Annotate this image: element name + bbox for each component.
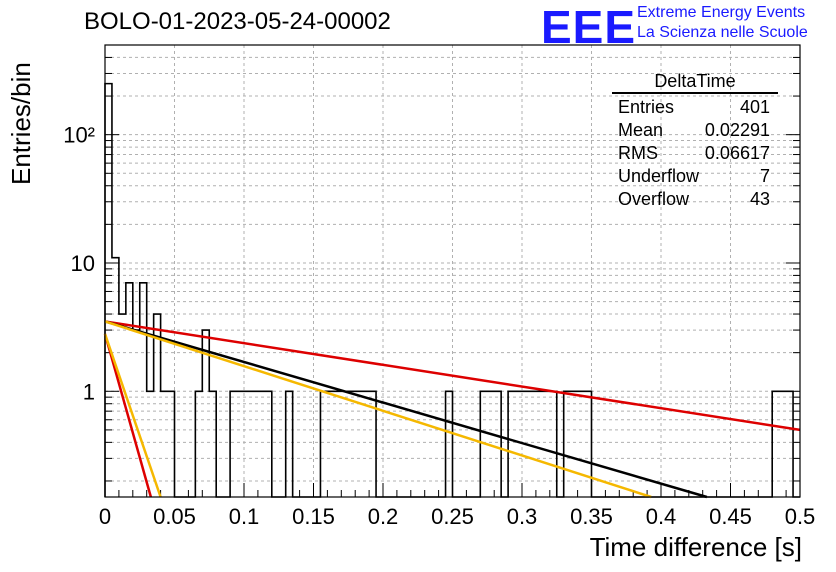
x-tick-label: 0.2 xyxy=(368,504,399,529)
stats-value: 401 xyxy=(739,97,770,117)
x-tick-label: 0 xyxy=(99,504,111,529)
fit-curve-5 xyxy=(103,333,162,498)
stats-row: Entries 401 xyxy=(612,96,778,119)
y-tick-label: 10 xyxy=(71,251,95,276)
x-tick-label: 0.4 xyxy=(646,504,677,529)
y-tick-label: 1 xyxy=(83,379,95,404)
logo-line-1: Extreme Energy Events xyxy=(637,4,806,21)
fit-curve-3 xyxy=(104,320,652,499)
stats-row: Overflow 43 xyxy=(612,188,778,211)
eee-logo: EEE xyxy=(541,1,637,53)
x-tick-label: 0.5 xyxy=(785,504,816,529)
stats-label: RMS xyxy=(618,143,658,163)
stats-row: Underflow 7 xyxy=(612,165,778,188)
y-axis-label: Entries/bin xyxy=(6,62,36,185)
stats-value: 7 xyxy=(759,166,770,186)
stats-title: DeltaTime xyxy=(612,70,778,94)
logo-line-2: La Scienza nelle Scuole xyxy=(637,24,808,41)
stats-label: Entries xyxy=(618,97,675,117)
x-tick-label: 0.05 xyxy=(153,504,196,529)
stats-row: RMS 0.06617 xyxy=(612,142,778,165)
stats-label: Overflow xyxy=(618,189,690,209)
stats-label: Mean xyxy=(618,120,664,140)
x-tick-label: 0.35 xyxy=(570,504,613,529)
stats-value: 0.02291 xyxy=(704,120,770,140)
x-tick-label: 0.1 xyxy=(229,504,260,529)
stats-row: Mean 0.02291 xyxy=(612,119,778,142)
stats-value: 43 xyxy=(749,189,770,209)
fit-curve-2 xyxy=(104,320,708,499)
chart-title: BOLO-01-2023-05-24-00002 xyxy=(84,8,391,35)
fit-curve-4 xyxy=(103,333,153,498)
stats-value: 0.06617 xyxy=(704,143,770,163)
x-tick-label: 0.25 xyxy=(431,504,474,529)
x-axis-label: Time difference [s] xyxy=(589,532,802,562)
x-tick-label: 0.15 xyxy=(292,504,335,529)
y-tick-label: 10² xyxy=(63,123,95,148)
stats-box: DeltaTime Entries 401 Mean 0.02291 RMS 0… xyxy=(612,70,778,211)
fit-curve-1 xyxy=(104,320,801,432)
plot-frame xyxy=(104,44,801,498)
stats-label: Underflow xyxy=(618,166,700,186)
x-tick-label: 0.45 xyxy=(709,504,752,529)
x-tick-label: 0.3 xyxy=(507,504,538,529)
